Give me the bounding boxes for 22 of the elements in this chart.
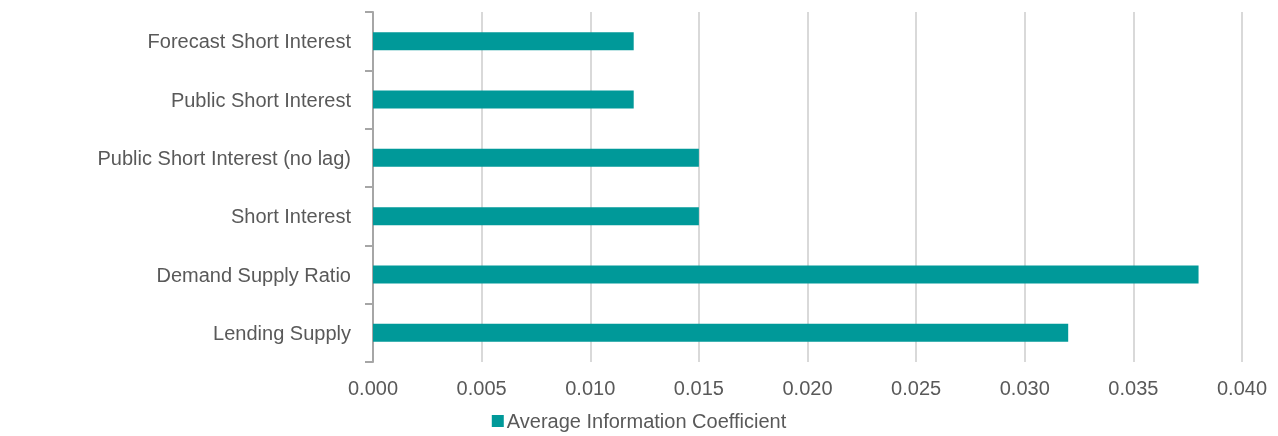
x-tick-label: 0.005: [456, 377, 507, 399]
bar: [373, 207, 699, 226]
x-tick-label: 0.035: [1108, 377, 1159, 399]
bar: [373, 148, 699, 167]
x-tick-label: 0.000: [347, 377, 399, 399]
x-tick-label: 0.015: [673, 377, 724, 399]
x-tick-label: 0.020: [782, 377, 833, 399]
bar: [373, 323, 1069, 342]
y-tick-label: Lending Supply: [213, 321, 351, 344]
x-tick-label: 0.030: [999, 377, 1050, 399]
y-tick-label: Short Interest: [230, 205, 352, 228]
x-tick-label: 0.040: [1216, 377, 1268, 399]
y-tick-label: Public Short Interest (no lag): [97, 146, 351, 169]
y-tick-label: Public Short Interest: [170, 88, 352, 111]
bar: [373, 32, 634, 51]
bar: [373, 265, 1199, 284]
x-tick-label: 0.010: [565, 377, 616, 399]
legend-label: Average Information Coefficient: [506, 410, 787, 432]
y-tick-label: Demand Supply Ratio: [156, 263, 351, 286]
bar: [373, 90, 634, 109]
x-tick-label: 0.025: [891, 377, 942, 399]
y-tick-label: Forecast Short Interest: [147, 30, 352, 53]
